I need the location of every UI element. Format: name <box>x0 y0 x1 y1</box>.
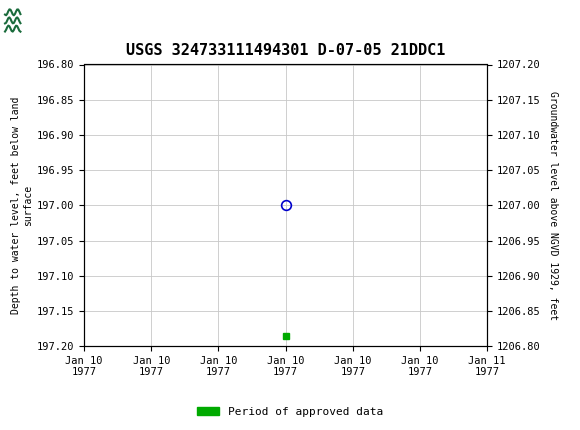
Text: USGS: USGS <box>42 11 102 30</box>
Y-axis label: Groundwater level above NGVD 1929, feet: Groundwater level above NGVD 1929, feet <box>548 91 557 320</box>
Title: USGS 324733111494301 D-07-05 21DDC1: USGS 324733111494301 D-07-05 21DDC1 <box>126 43 445 58</box>
Y-axis label: Depth to water level, feet below land
surface: Depth to water level, feet below land su… <box>11 97 32 314</box>
Legend: Period of approved data: Period of approved data <box>193 402 387 421</box>
Bar <box>5 3 37 38</box>
